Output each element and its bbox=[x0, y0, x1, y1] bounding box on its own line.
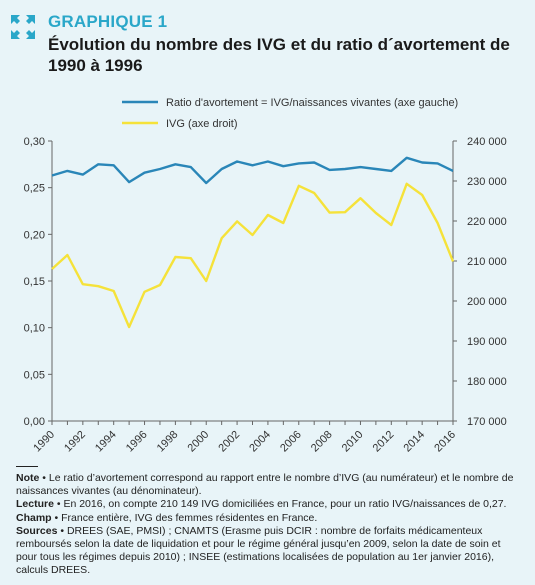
x-tick-label: 2004 bbox=[247, 429, 273, 455]
lecture-label: Lecture bbox=[16, 498, 54, 511]
x-tick-label: 2002 bbox=[216, 429, 242, 455]
legend: Ratio d'avortement = IVG/naissances viva… bbox=[122, 97, 458, 130]
x-tick-label: 2014 bbox=[401, 429, 427, 455]
left-tick-label: 0,25 bbox=[24, 183, 45, 195]
chart: Ratio d'avortement = IVG/naissances viva… bbox=[24, 97, 507, 455]
right-tick-label: 240 000 bbox=[467, 136, 507, 148]
note-paragraph: Note • Le ratio d’avortement correspond … bbox=[16, 472, 521, 498]
legend-label-ivg: IVG (axe droit) bbox=[166, 118, 238, 130]
left-tick-label: 0,15 bbox=[24, 276, 45, 288]
chart-title: Évolution du nombre des IVG et du ratio … bbox=[48, 35, 510, 75]
sources-text: • DREES (SAE, PMSI) ; CNAMTS (Erasme pui… bbox=[16, 524, 501, 577]
left-tick-label: 0,05 bbox=[24, 369, 45, 381]
x-tick-label: 2016 bbox=[432, 429, 458, 455]
footnotes: Note • Le ratio d’avortement correspond … bbox=[16, 472, 521, 578]
series-line-ratio bbox=[51, 156, 454, 185]
champ-label: Champ bbox=[16, 511, 52, 524]
left-tick-label: 0,00 bbox=[24, 416, 45, 428]
right-tick-label: 220 000 bbox=[467, 216, 507, 228]
x-tick-label: 1994 bbox=[93, 429, 119, 455]
figure-label: GRAPHIQUE 1 bbox=[48, 12, 168, 31]
left-tick-label: 0,10 bbox=[24, 323, 45, 335]
expand-icon bbox=[11, 15, 35, 39]
x-tick-label: 2006 bbox=[278, 429, 304, 455]
x-tick-label: 2010 bbox=[340, 429, 366, 455]
right-tick-label: 230 000 bbox=[467, 176, 507, 188]
right-tick-label: 210 000 bbox=[467, 256, 507, 268]
left-tick-label: 0,30 bbox=[24, 136, 45, 148]
x-tick-label: 1990 bbox=[31, 429, 57, 455]
right-tick-label: 200 000 bbox=[467, 296, 507, 308]
note-text: • Le ratio d’avortement correspond au ra… bbox=[16, 472, 514, 498]
footnote-rule bbox=[16, 466, 38, 467]
x-tick-label: 2008 bbox=[309, 429, 335, 455]
right-tick-label: 180 000 bbox=[467, 376, 507, 388]
right-tick-label: 190 000 bbox=[467, 336, 507, 348]
series-line-ivg bbox=[51, 182, 455, 329]
lecture-text: • En 2016, on compte 210 149 IVG domicil… bbox=[53, 498, 507, 511]
champ-text: • France entière, IVG des femmes résiden… bbox=[51, 511, 318, 524]
x-tick-label: 2000 bbox=[186, 429, 212, 455]
right-tick-label: 170 000 bbox=[467, 416, 507, 428]
legend-label-ratio: Ratio d'avortement = IVG/naissances viva… bbox=[166, 97, 458, 109]
left-tick-label: 0,20 bbox=[24, 229, 45, 241]
sources-paragraph: Sources • DREES (SAE, PMSI) ; CNAMTS (Er… bbox=[16, 525, 521, 578]
champ-paragraph: Champ • France entière, IVG des femmes r… bbox=[16, 512, 521, 525]
lecture-paragraph: Lecture • En 2016, on compte 210 149 IVG… bbox=[16, 498, 521, 511]
sources-label: Sources bbox=[16, 524, 58, 537]
x-tick-label: 1996 bbox=[124, 429, 150, 455]
x-tick-label: 1998 bbox=[155, 429, 181, 455]
x-tick-label: 2012 bbox=[371, 429, 397, 455]
x-tick-label: 1992 bbox=[62, 429, 88, 455]
note-label: Note bbox=[16, 472, 40, 484]
